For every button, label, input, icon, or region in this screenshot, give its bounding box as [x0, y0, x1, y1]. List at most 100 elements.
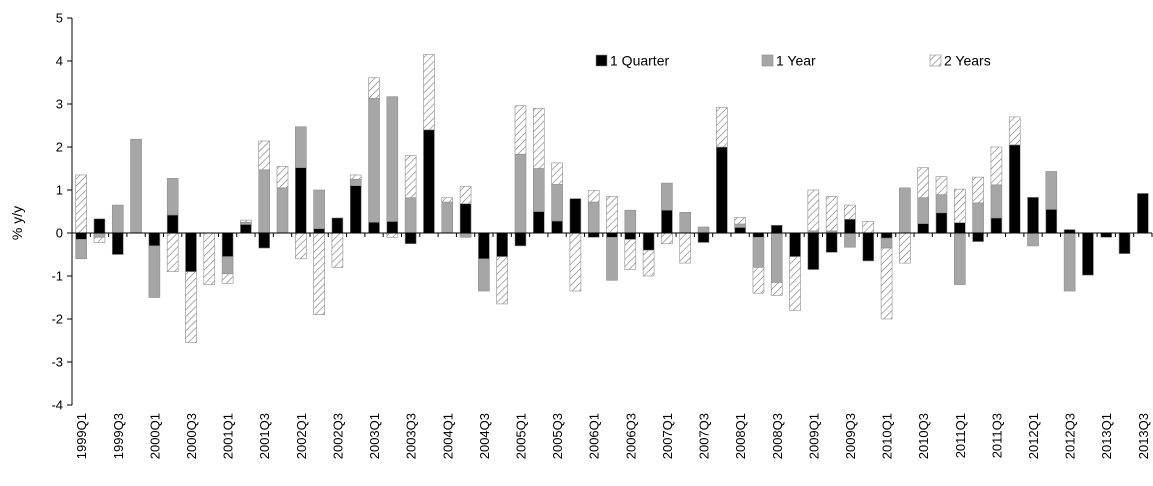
- bar-1-year-2000q2: [166, 178, 179, 216]
- bar-1-quarter-2011q1: [954, 222, 966, 234]
- y-tick-label: 0: [56, 226, 63, 241]
- bar-1-year-2010q1: [880, 237, 893, 249]
- bar-1-year-2008q3: [770, 232, 783, 283]
- legend-swatch-1-year: [761, 54, 774, 67]
- bar-2-years-2000q4: [203, 232, 216, 285]
- x-tick-label: 2008Q3: [770, 413, 785, 459]
- bar-2-years-2009q3: [844, 204, 856, 220]
- bar-1-year-1999q3: [111, 204, 124, 234]
- bar-2-years-2006q4: [642, 249, 655, 277]
- legend-label-2-years: 2 Years: [944, 53, 991, 69]
- bar-1-quarter-2004q2: [459, 203, 472, 234]
- y-axis-title: % y/y: [9, 206, 25, 240]
- x-tick-label: 2007Q1: [660, 413, 675, 459]
- bar-1-quarter-2009q3: [844, 218, 856, 234]
- bar-1-year-2002q1: [295, 126, 307, 168]
- bar-1-quarter-2005q4: [569, 198, 582, 234]
- bar-1-quarter-2010q4: [935, 212, 948, 234]
- bar-2-years-2009q1: [807, 189, 820, 232]
- bar-2-years-2001q2: [240, 219, 252, 223]
- x-tick-label: 2004Q3: [477, 413, 492, 459]
- axes-layer: -4 -3 -2 -1 0 1 2 3 4 5 1999Q1 1999Q3 2000Q1 2000Q3 20…: [51, 11, 1153, 459]
- bar-1-quarter-2002q2: [313, 228, 325, 234]
- bar-2-years-2008q2: [752, 267, 765, 294]
- legend-swatch-1-quarter: [595, 54, 608, 67]
- bar-1-year-2004q3: [478, 258, 490, 292]
- bar-2-years-2003q2: [386, 232, 399, 238]
- bar-1-quarter-2000q2: [166, 214, 179, 234]
- bar-1-quarter-2006q4: [642, 232, 655, 251]
- bar-2-years-2010q4: [935, 176, 948, 196]
- x-tick-label: 2007Q3: [697, 413, 712, 459]
- bar-1-year-2012q1: [1027, 232, 1039, 247]
- bar-1-quarter-2010q3: [917, 223, 929, 234]
- bar-1-quarter-2005q1: [514, 232, 527, 247]
- x-tick-label: 2011Q1: [953, 413, 968, 458]
- x-tick-label: 2012Q3: [1063, 413, 1078, 459]
- bar-1-year-2008q1: [734, 223, 746, 228]
- y-tick-label: -3: [51, 355, 63, 370]
- bar-1-quarter-2013q1: [1100, 232, 1113, 238]
- bar-2-years-2003q1: [368, 77, 380, 99]
- bar-1-quarter-2007q1: [661, 209, 673, 234]
- bar-1-year-2001q4: [276, 187, 289, 234]
- bar-2-years-2006q1: [587, 190, 600, 203]
- bar-1-quarter-2002q3: [331, 217, 344, 234]
- bar-1-quarter-2012q2: [1045, 209, 1058, 234]
- bar-1-quarter-2013q2: [1118, 232, 1131, 254]
- bar-1-year-2007q2: [679, 212, 692, 234]
- y-tick-label: -2: [51, 312, 63, 327]
- bars-layer: [75, 54, 1149, 343]
- bar-2-years-2004q1: [441, 197, 454, 203]
- bar-2-years-2002q3: [331, 232, 344, 268]
- y-tick-label: 4: [56, 54, 63, 69]
- bar-1-quarter-2008q4: [789, 232, 801, 257]
- x-tick-label: 2006Q1: [587, 413, 602, 459]
- bar-1-quarter-2012q3: [1063, 229, 1076, 234]
- bar-1-year-2005q1: [514, 154, 527, 234]
- x-tick-label: 2006Q3: [623, 413, 638, 459]
- x-tick-label: 2005Q3: [550, 413, 565, 459]
- bar-2-years-2008q3: [770, 282, 783, 296]
- bar-2-years-2004q2: [459, 186, 472, 205]
- bar-1-quarter-2010q1: [880, 232, 893, 239]
- y-tick-label: 1: [56, 183, 63, 198]
- bar-1-quarter-2006q2: [606, 232, 618, 238]
- bar-2-years-2003q4: [423, 54, 435, 131]
- x-tick-label: 2002Q1: [294, 413, 309, 459]
- bar-2-years-2010q1: [880, 247, 893, 320]
- bar-1-year-2003q3: [404, 197, 417, 234]
- bar-1-quarter-2009q4: [862, 232, 875, 262]
- bar-1-year-2002q4: [349, 178, 362, 186]
- bar-2-years-1999q2: [93, 237, 106, 243]
- bar-1-year-2004q1: [441, 201, 454, 234]
- bar-1-year-2011q3: [990, 184, 1003, 219]
- y-tick-label: 3: [56, 97, 63, 112]
- bar-1-quarter-2009q2: [825, 232, 838, 253]
- x-tick-label: 2002Q3: [330, 413, 345, 459]
- bar-1-quarter-2003q3: [404, 232, 417, 245]
- x-tick-label: 2011Q3: [989, 413, 1004, 458]
- bar-1-year-2010q2: [899, 187, 911, 234]
- bar-1-year-2001q2: [240, 221, 252, 225]
- bar-2-years-2005q1: [514, 105, 527, 155]
- x-tick-label: 2010Q1: [880, 413, 895, 459]
- bar-2-years-2006q3: [624, 239, 637, 270]
- bar-2-years-2005q4: [569, 232, 582, 292]
- bar-1-year-2006q2: [606, 237, 618, 281]
- x-tick-label: 2004Q1: [440, 413, 455, 459]
- legend-label-1-year: 1 Year: [776, 53, 816, 69]
- bar-1-year-2004q2: [459, 232, 472, 238]
- x-tick-label: 2013Q3: [1136, 413, 1151, 459]
- bar-1-quarter-2005q3: [551, 220, 563, 234]
- bar-2-years-2003q3: [404, 155, 417, 199]
- bar-1-quarter-2011q2: [972, 232, 984, 242]
- bar-1-quarter-2005q2: [532, 211, 545, 234]
- bar-1-quarter-2013q3: [1137, 193, 1149, 234]
- bar-2-years-2002q2: [313, 232, 325, 315]
- bar-1-year-2007q3: [697, 226, 710, 234]
- legend-label-1-quarter: 1 Quarter: [610, 53, 669, 69]
- bar-1-quarter-2000q3: [185, 232, 197, 273]
- bar-2-years-2002q1: [295, 232, 307, 260]
- bar-2-years-2007q2: [679, 232, 692, 264]
